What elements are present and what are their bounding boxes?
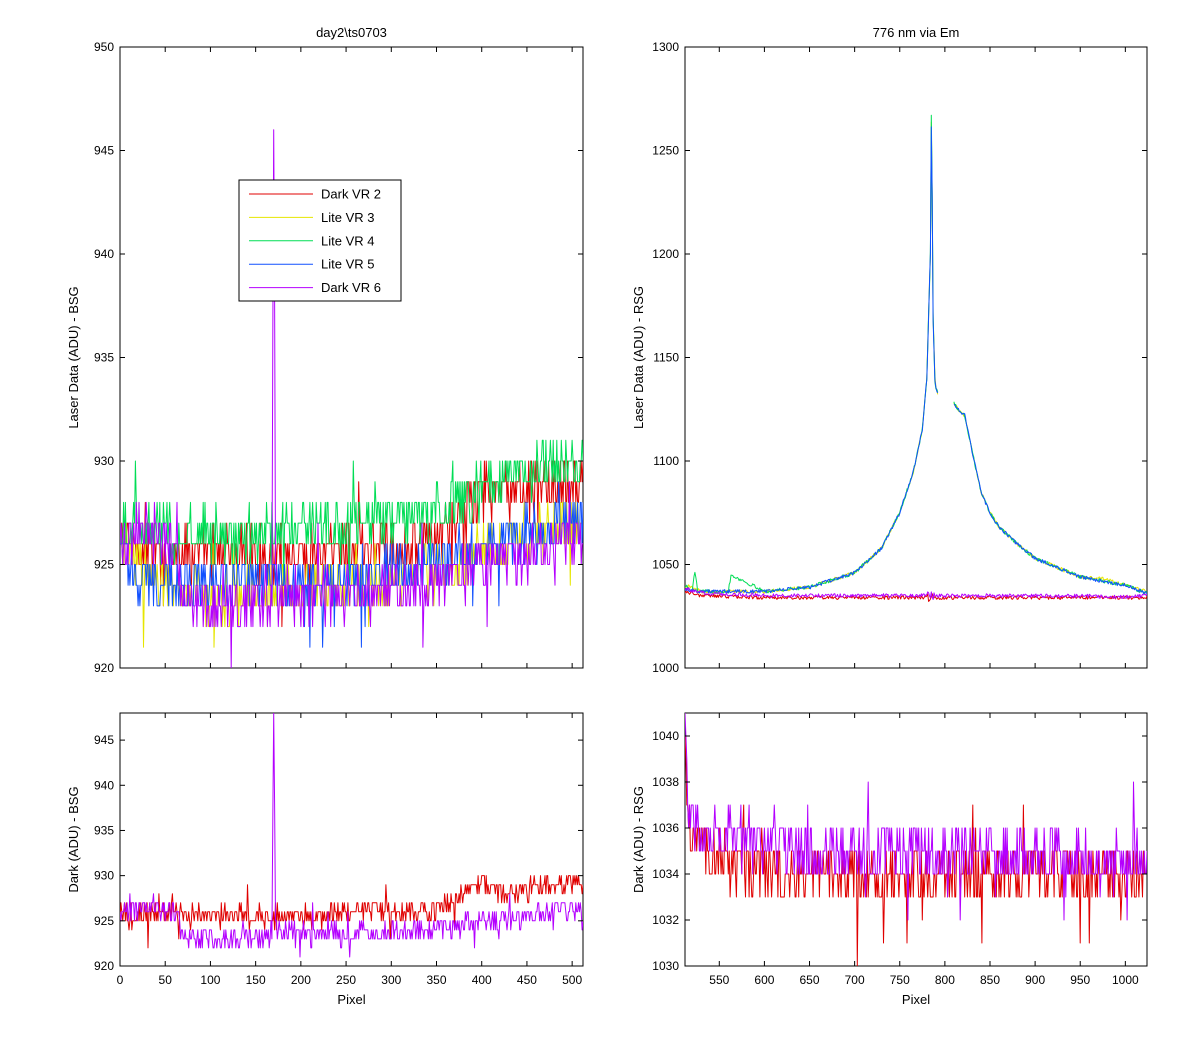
y-tick-label: 1250 (652, 144, 679, 158)
y-axis-label: Laser Data (ADU) - RSG (631, 286, 646, 429)
series-line-dark-vr-6 (120, 713, 583, 958)
x-tick-label: 200 (291, 973, 311, 987)
y-tick-label: 1030 (652, 959, 679, 973)
x-axis-label: Pixel (902, 992, 930, 1007)
y-tick-label: 945 (94, 144, 114, 158)
series-line-lite-vr-4 (120, 439, 583, 586)
y-tick-label: 1300 (652, 40, 679, 54)
x-tick-label: 400 (472, 973, 492, 987)
x-tick-label: 650 (800, 973, 820, 987)
y-tick-label: 1034 (652, 867, 679, 881)
x-tick-label: 800 (935, 973, 955, 987)
y-tick-label: 1150 (653, 351, 679, 365)
y-tick-label: 1032 (652, 913, 679, 927)
y-tick-label: 930 (94, 869, 114, 883)
plot-area (684, 46, 1148, 669)
x-tick-label: 50 (159, 973, 173, 987)
y-tick-label: 1038 (652, 775, 679, 789)
y-tick-label: 1040 (652, 729, 679, 743)
x-axis-label: Pixel (337, 992, 365, 1007)
x-tick-label: 350 (426, 973, 446, 987)
x-tick-label: 750 (890, 973, 910, 987)
right_top-axes: 1000 1050 1100 1150 1200 1250 1300 776 nm via E… (631, 25, 1148, 675)
y-tick-label: 1050 (652, 558, 679, 572)
chart-title: day2\ts0703 (316, 25, 387, 40)
x-tick-label: 500 (562, 973, 582, 987)
y-tick-label: 940 (94, 778, 114, 792)
x-tick-label: 550 (709, 973, 729, 987)
y-tick-label: 940 (94, 247, 114, 261)
legend-label: Dark VR 2 (321, 187, 381, 202)
chart-title: 776 nm via Em (873, 25, 960, 40)
series-group (685, 713, 1147, 966)
legend: Dark VR 2 Lite VR 3 Lite VR 4 Lite VR 5 Dark… (238, 179, 402, 302)
legend-label: Lite VR 5 (321, 257, 374, 272)
y-axis-label: Dark (ADU) - RSG (631, 786, 646, 893)
x-tick-label: 150 (246, 973, 266, 987)
legend-label: Lite VR 4 (321, 233, 374, 248)
series-line-dark-vr-6 (685, 713, 1147, 921)
y-tick-label: 920 (94, 661, 114, 675)
y-tick-label: 950 (94, 40, 114, 54)
y-tick-label: 1036 (652, 821, 679, 835)
series-line-dark-vr-6 (120, 129, 583, 668)
legend-label: Dark VR 6 (321, 280, 381, 295)
x-tick-label: 950 (1070, 973, 1090, 987)
x-tick-label: 300 (381, 973, 401, 987)
left_top-axes: 920 925 930 935 940 945 950 day2\ts0703 Laser Da… (66, 25, 584, 675)
right_bottom-axes: 550 600 650 700 750 800 850 900 950 1000 1030 1032 1… (631, 712, 1148, 1007)
x-tick-label: 850 (980, 973, 1000, 987)
series-group (120, 713, 583, 958)
x-tick-label: 250 (336, 973, 356, 987)
y-tick-label: 930 (94, 454, 114, 468)
y-axis-label: Dark (ADU) - BSG (66, 786, 81, 892)
x-tick-label: 0 (117, 973, 124, 987)
series-line-dark-vr-2 (685, 590, 1147, 602)
x-tick-label: 600 (754, 973, 774, 987)
y-tick-label: 945 (94, 733, 114, 747)
x-tick-label: 900 (1025, 973, 1045, 987)
plot-area (119, 712, 584, 967)
x-tick-label: 450 (517, 973, 537, 987)
series-line-dark-vr-6 (685, 587, 1147, 600)
left_bottom-axes: 0 50 100 150 200 250 300 350 400 450 500 920 925 930 9… (66, 712, 584, 1007)
y-axis-label: Laser Data (ADU) - BSG (66, 286, 81, 428)
y-tick-label: 920 (94, 959, 114, 973)
series-group (685, 114, 1147, 602)
y-tick-label: 925 (94, 558, 114, 572)
x-tick-label: 1000 (1112, 973, 1139, 987)
series-line-lite-vr-5 (685, 126, 1147, 595)
y-tick-label: 1000 (652, 661, 679, 675)
y-tick-label: 1100 (653, 454, 679, 468)
y-tick-label: 935 (94, 351, 114, 365)
y-tick-label: 935 (94, 823, 114, 837)
series-line-lite-vr-5 (120, 481, 583, 648)
series-line-dark-vr-2 (120, 875, 583, 949)
y-tick-label: 1200 (652, 247, 679, 261)
legend-label: Lite VR 3 (321, 210, 374, 225)
y-tick-label: 925 (94, 914, 114, 928)
series-group (120, 129, 583, 668)
x-tick-label: 100 (200, 973, 220, 987)
x-tick-label: 700 (845, 973, 865, 987)
